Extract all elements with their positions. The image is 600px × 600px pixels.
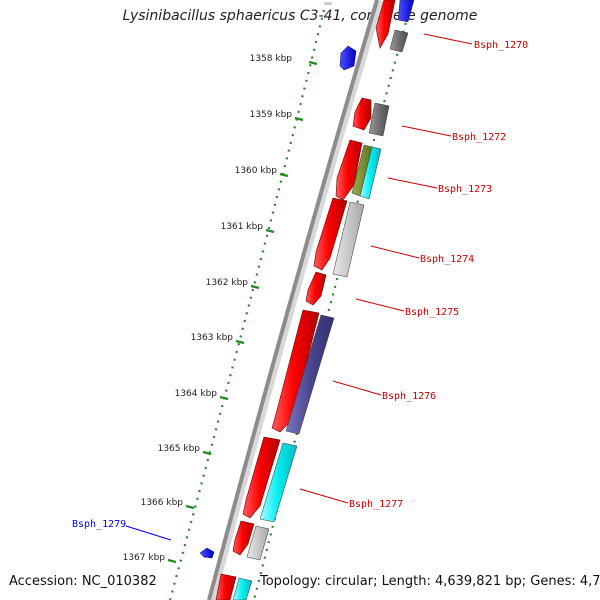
ruler-tick-label: 1361 kbp <box>221 222 264 232</box>
gene-arrow[interactable] <box>215 573 237 600</box>
ruler-tick-label: 1364 kbp <box>175 389 218 399</box>
gene-label[interactable]: Bsph_1275 <box>405 307 459 318</box>
genome-backbone <box>207 0 379 600</box>
gene-box[interactable] <box>389 29 409 53</box>
gene-box[interactable] <box>359 146 382 200</box>
gene-box[interactable] <box>246 525 270 561</box>
reverse-strand-genes <box>232 0 415 600</box>
gene-arrow[interactable] <box>375 0 396 49</box>
marker-feature[interactable] <box>339 45 357 71</box>
gene-box[interactable] <box>368 102 390 137</box>
gene-label[interactable]: Bsph_1273 <box>438 184 492 195</box>
gene-arrow[interactable] <box>271 309 320 433</box>
tiny-feature <box>324 2 332 5</box>
gene-label[interactable]: Bsph_1277 <box>349 499 403 510</box>
ruler-tick-label: 1360 kbp <box>235 166 278 176</box>
gene-label[interactable]: Bsph_1274 <box>420 254 474 265</box>
marker-feature[interactable] <box>199 547 215 559</box>
kbp-ruler: 1358 kbp 1359 kbp 1360 kbp 1361 kbp 1362… <box>123 54 318 564</box>
gene-box[interactable] <box>332 201 365 278</box>
gene-labels: Bsph_1270 Bsph_1272 Bsph_1273 Bsph_1274 … <box>72 40 528 530</box>
gene-box[interactable] <box>232 577 253 600</box>
label-leaders <box>125 33 473 541</box>
forward-strand-genes <box>215 0 396 600</box>
topology-summary: Topology: circular; Length: 4,639,821 bp… <box>260 574 600 589</box>
gene-label[interactable]: Bsph_1272 <box>452 132 506 143</box>
gene-label[interactable]: Bsph_1270 <box>474 40 528 51</box>
ruler-tick-label: 1359 kbp <box>250 110 293 120</box>
ruler-tick-label: 1366 kbp <box>141 498 184 508</box>
gene-arrow[interactable] <box>313 197 348 271</box>
gene-label-marker[interactable]: Bsph_1279 <box>72 519 126 530</box>
gene-arrow[interactable] <box>242 436 281 519</box>
ruler-tick-label: 1363 kbp <box>191 333 234 343</box>
gene-arrow[interactable] <box>352 97 372 131</box>
gene-label[interactable]: Bsph_1276 <box>382 391 436 402</box>
gene-box[interactable] <box>259 442 298 523</box>
ruler-tick-label: 1358 kbp <box>250 54 293 64</box>
gene-arrow[interactable] <box>232 520 255 556</box>
gene-box[interactable] <box>397 0 415 23</box>
ruler-tick-label: 1362 kbp <box>206 278 249 288</box>
ruler-tick-label: 1365 kbp <box>158 444 201 454</box>
ruler-tick-label: 1367 kbp <box>123 553 166 563</box>
gene-arrow[interactable] <box>305 271 327 306</box>
gene-box[interactable] <box>285 314 335 435</box>
accession-text: Accession: NC_010382 <box>9 574 157 589</box>
backbone-shadow <box>208 0 384 600</box>
